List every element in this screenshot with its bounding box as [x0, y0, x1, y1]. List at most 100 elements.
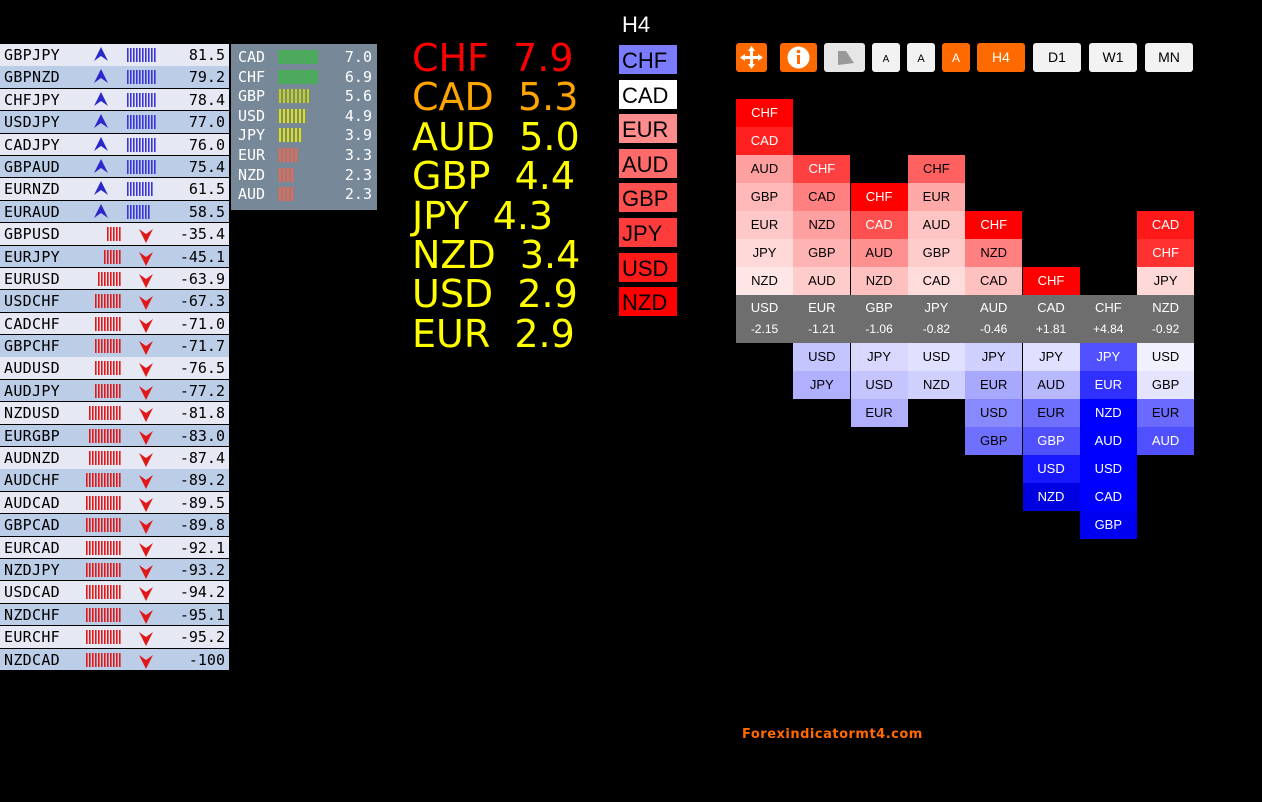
- pair-name: GBPJPY: [4, 46, 60, 64]
- meter-value: 2.3: [344, 165, 372, 184]
- matrix-cell-weaker: JPY: [1079, 343, 1137, 371]
- matrix-header-value: -0.92: [1151, 322, 1180, 336]
- currency-matrix-header: USD -2.15 EUR -1.21 GBP -1.06 JPY -0.82 AUD -0.46…: [736, 295, 1194, 343]
- meter-row: CHF 6.9: [231, 67, 377, 87]
- watermark: Forexindicatormt4.com: [742, 727, 923, 742]
- pair-row[interactable]: EURCAD -92.1: [0, 536, 229, 559]
- pair-row[interactable]: AUDNZD -87.4: [0, 447, 229, 469]
- pair-row[interactable]: CADCHF -71.0: [0, 312, 229, 335]
- strength-bars-down: [86, 562, 153, 579]
- font-large-button[interactable]: A: [942, 43, 970, 72]
- pair-row[interactable]: GBPJPY 81.5: [0, 44, 229, 66]
- font-small-button[interactable]: A: [872, 43, 900, 72]
- pair-row[interactable]: CHFJPY 78.4: [0, 88, 229, 111]
- matrix-cell-weaker: JPY: [793, 371, 851, 399]
- pair-row[interactable]: GBPCAD -89.8: [0, 514, 229, 536]
- pair-row[interactable]: GBPNZD 79.2: [0, 66, 229, 88]
- timeframe-currency-box: NZD: [619, 287, 677, 317]
- pair-row[interactable]: NZDCAD -100: [0, 648, 229, 671]
- pair-strength-list: GBPJPY 81.5 GBPNZD 79.2 CHFJPY 78.4 USDJPY 77.0…: [0, 44, 229, 671]
- meter-value: 5.6: [344, 87, 372, 106]
- pair-value: 75.4: [188, 157, 225, 176]
- matrix-cell-weaker: AUD: [1022, 371, 1080, 399]
- pair-row[interactable]: EURNZD 61.5: [0, 178, 229, 200]
- arrow-up-icon: [94, 69, 108, 84]
- pair-row[interactable]: EURCHF -95.2: [0, 626, 229, 648]
- info-icon[interactable]: [780, 43, 817, 72]
- meter-value: 7.0: [344, 48, 372, 66]
- pair-row[interactable]: AUDJPY -77.2: [0, 379, 229, 402]
- pair-name: EURNZD: [4, 180, 60, 199]
- matrix-header-value: -0.82: [922, 322, 951, 336]
- pair-row[interactable]: NZDUSD -81.8: [0, 402, 229, 424]
- matrix-cell-stronger: CHF: [907, 155, 965, 183]
- pair-name: NZDCHF: [4, 605, 60, 624]
- pair-name: CADJPY: [4, 135, 60, 154]
- strength-bars-down: [95, 383, 153, 400]
- matrix-header-currency: USD: [750, 300, 779, 315]
- pair-value: 61.5: [188, 180, 225, 199]
- arrow-down-icon: [139, 632, 153, 647]
- pair-value: -45.1: [179, 247, 225, 266]
- pair-row[interactable]: GBPCHF -71.7: [0, 335, 229, 357]
- timeframe-h4-button[interactable]: H4: [977, 43, 1025, 72]
- pair-name: GBPCHF: [4, 337, 60, 356]
- pair-value: -67.3: [179, 292, 225, 311]
- strength-bars-down: [98, 271, 153, 288]
- arrow-down-icon: [139, 251, 153, 266]
- pair-row[interactable]: EURGBP -83.0: [0, 424, 229, 447]
- strength-bars-down: [89, 428, 153, 445]
- strength-bars-up: [94, 136, 156, 152]
- pair-row[interactable]: EURUSD -63.9: [0, 267, 229, 290]
- pair-row[interactable]: GBPUSD -35.4: [0, 223, 229, 245]
- pair-row[interactable]: AUDUSD -76.5: [0, 357, 229, 379]
- pair-row[interactable]: NZDJPY -93.2: [0, 558, 229, 581]
- ranking-entry: GBP 4.4: [412, 154, 576, 199]
- ranking-entry: CAD 5.3: [412, 75, 579, 120]
- arrow-up-icon: [94, 47, 108, 61]
- timeframe-w1-button[interactable]: W1: [1089, 43, 1137, 72]
- toolbar-button-label: A: [917, 53, 925, 65]
- timeframe-d1-button[interactable]: D1: [1033, 43, 1081, 72]
- pair-row[interactable]: CADJPY 76.0: [0, 133, 229, 156]
- matrix-cell-stronger: AUD: [850, 239, 908, 267]
- pair-row[interactable]: USDCHF -67.3: [0, 290, 229, 312]
- pair-row[interactable]: EURJPY -45.1: [0, 245, 229, 268]
- matrix-cell-weaker: EUR: [1022, 399, 1080, 427]
- timeframe-currency-box: JPY: [619, 218, 677, 247]
- strength-bars-down: [86, 540, 153, 557]
- pair-row[interactable]: USDCAD -94.2: [0, 581, 229, 603]
- pair-row[interactable]: EURAUD 58.5: [0, 200, 229, 223]
- bell-icon[interactable]: [824, 43, 865, 72]
- arrow-down-icon: [139, 475, 153, 490]
- matrix-header-currency: NZD: [1152, 300, 1179, 315]
- pair-name: AUDCHF: [4, 471, 60, 490]
- matrix-cell-weaker: USD: [1079, 455, 1137, 483]
- matrix-cell-weaker: GBP: [1079, 511, 1137, 539]
- pair-row[interactable]: USDJPY 77.0: [0, 111, 229, 133]
- pair-value: -76.5: [179, 359, 225, 378]
- font-medium-button[interactable]: A: [907, 43, 935, 72]
- pair-row[interactable]: GBPAUD 75.4: [0, 155, 229, 178]
- pair-row[interactable]: AUDCHF -89.2: [0, 469, 229, 491]
- matrix-cell-stronger: NZD: [850, 267, 908, 295]
- pair-row[interactable]: AUDCAD -89.5: [0, 491, 229, 514]
- meter-row: USD 4.9: [231, 106, 377, 126]
- meter-currency: GBP: [238, 87, 266, 106]
- pair-name: GBPUSD: [4, 225, 60, 244]
- pair-row[interactable]: NZDCHF -95.1: [0, 603, 229, 626]
- pair-value: 58.5: [188, 202, 225, 221]
- matrix-cell-stronger: CAD: [736, 127, 793, 155]
- move-icon[interactable]: [736, 43, 767, 72]
- pair-name: NZDCAD: [4, 650, 60, 669]
- pair-value: -35.4: [179, 225, 225, 244]
- ranking-entry: JPY 4.3: [412, 193, 554, 238]
- matrix-cell-stronger: NZD: [736, 267, 793, 295]
- pair-name: USDCHF: [4, 292, 60, 311]
- arrow-down-icon: [139, 318, 153, 333]
- pair-name: USDJPY: [4, 113, 60, 132]
- meter-bars: [279, 50, 317, 64]
- pair-name: EURCHF: [4, 628, 60, 647]
- timeframe-mn-button[interactable]: MN: [1145, 43, 1193, 72]
- matrix-cell-weaker: JPY: [850, 343, 908, 371]
